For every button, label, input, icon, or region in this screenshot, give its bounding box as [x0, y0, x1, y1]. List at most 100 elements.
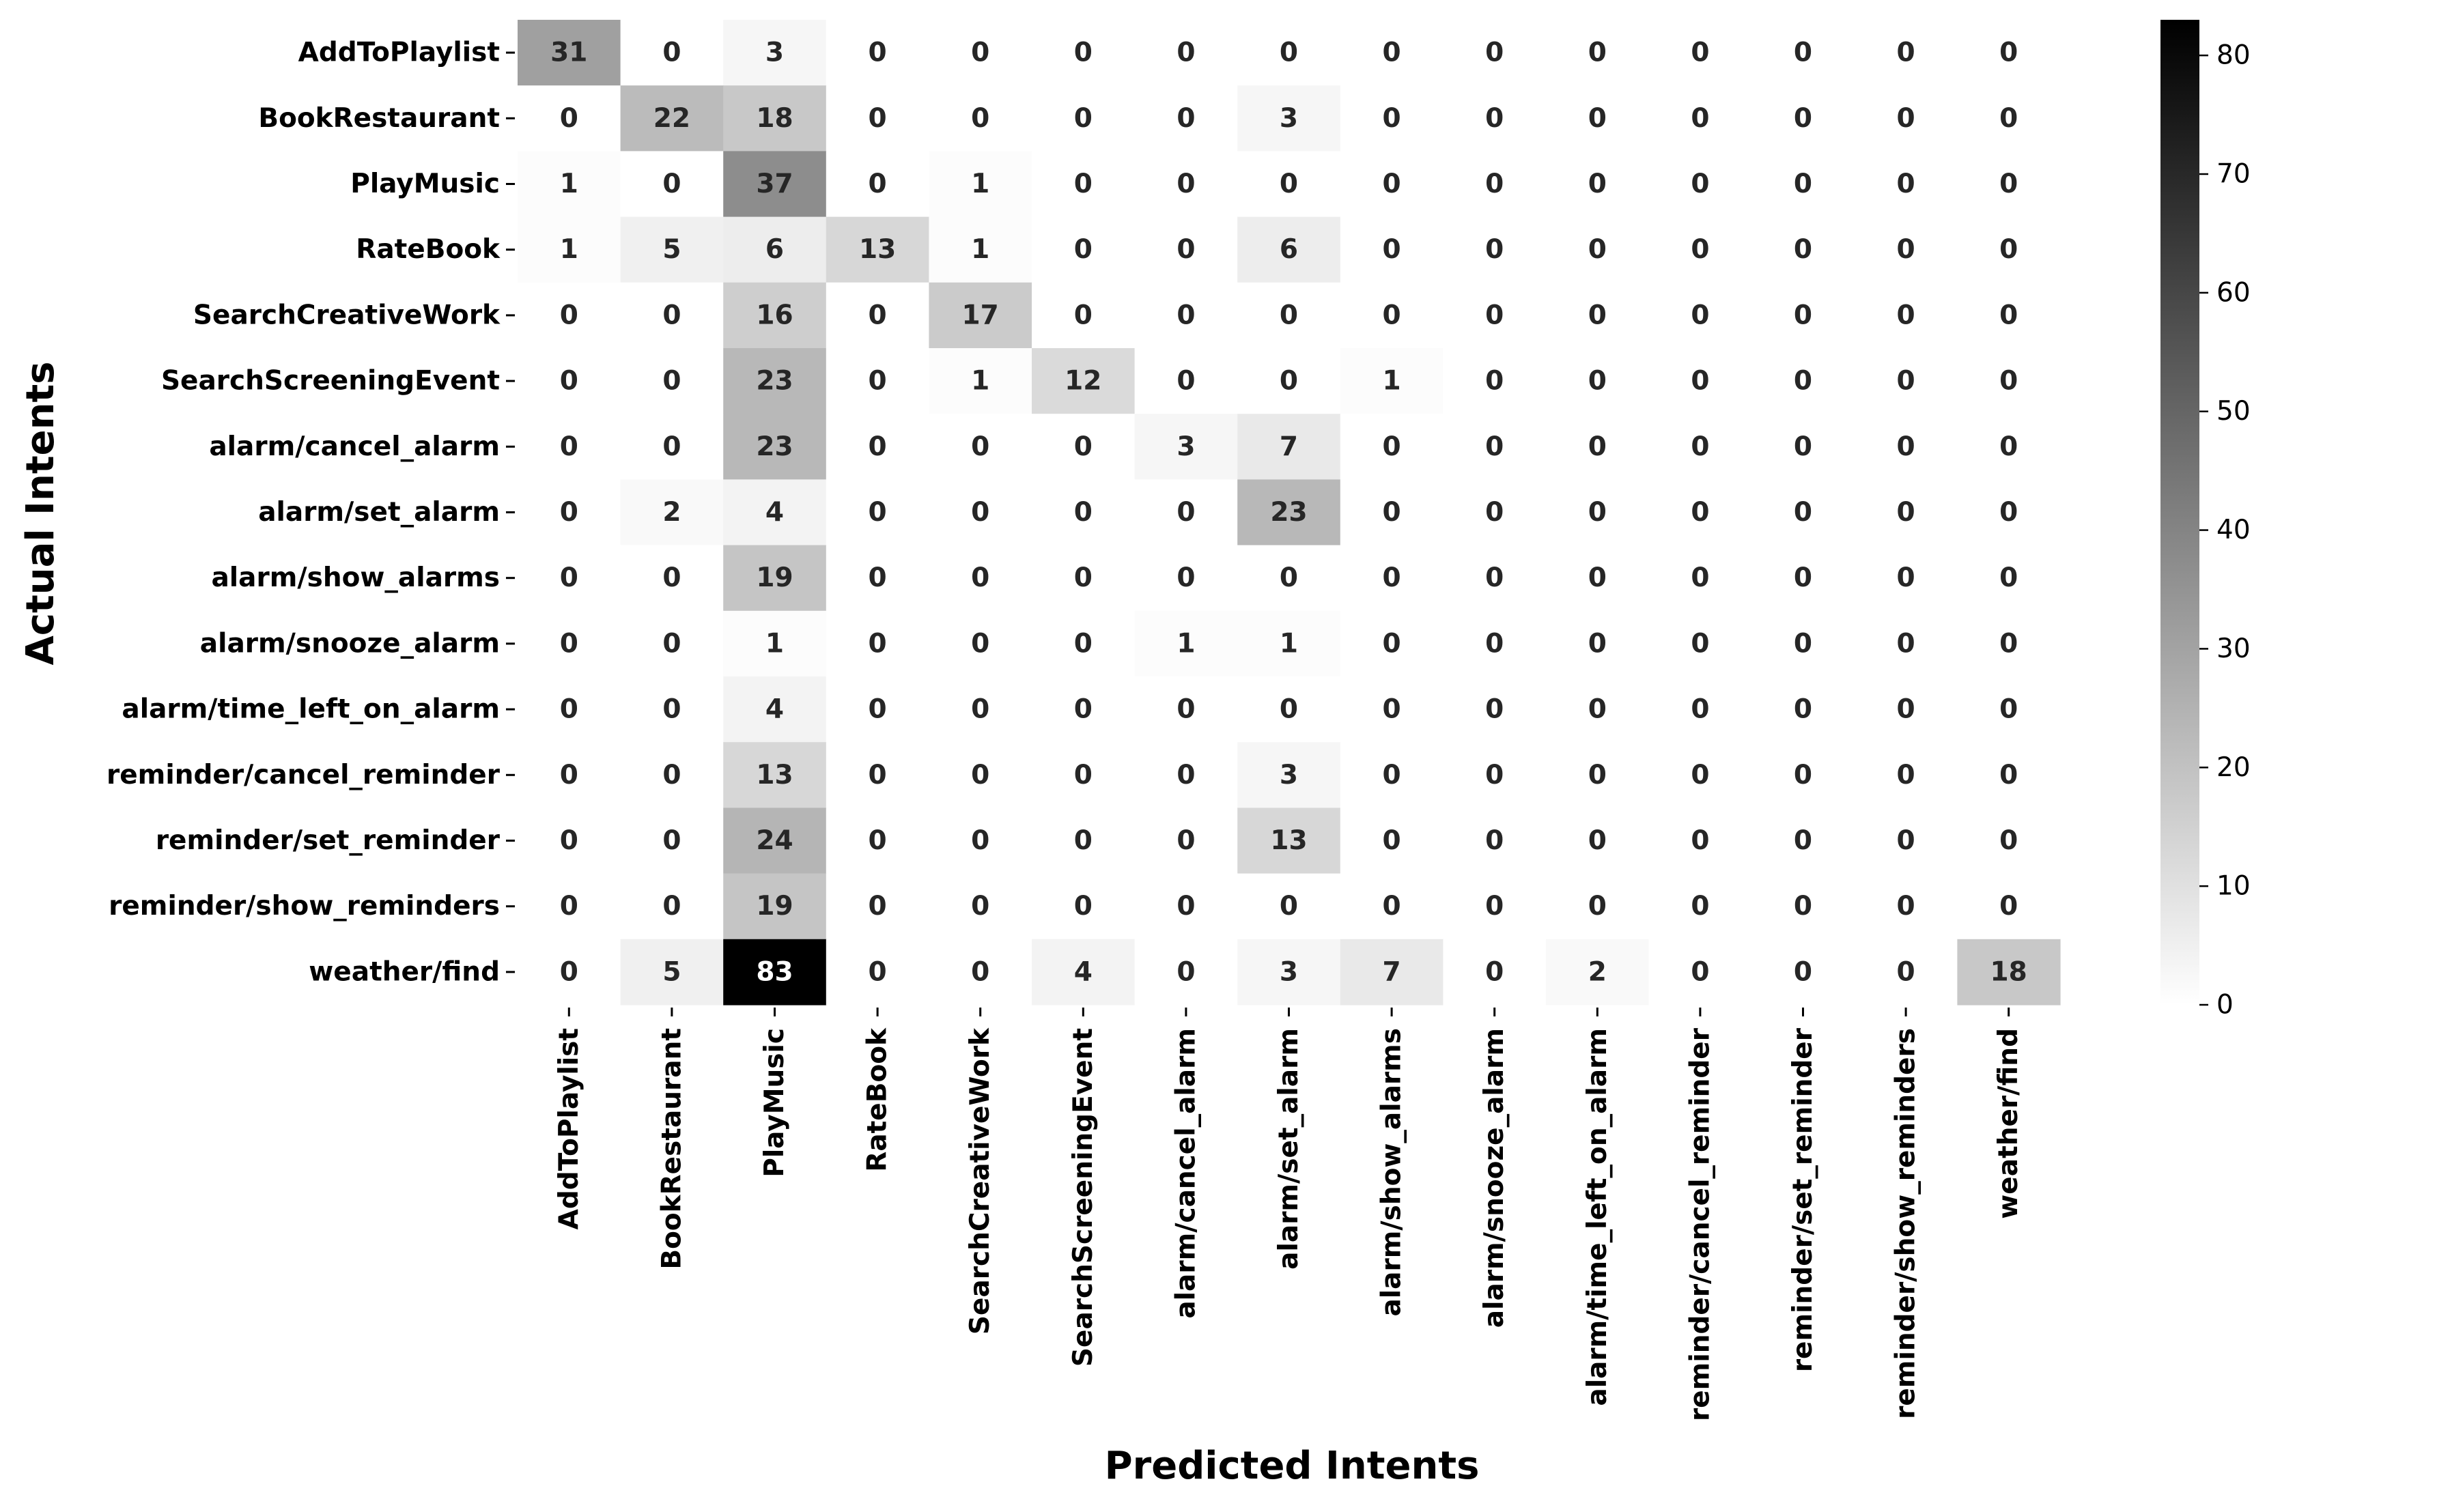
cell-value-label: 0: [1691, 366, 1709, 397]
cell-value-label: 0: [1177, 169, 1195, 199]
heatmap-cell: [1134, 742, 1238, 808]
heatmap-cell: [1134, 151, 1238, 218]
x-tick-label: RateBook: [862, 1027, 893, 1172]
heatmap-cell: [929, 479, 1032, 546]
cell-value-label: 0: [1383, 103, 1401, 134]
heatmap-cell: [1854, 610, 1958, 677]
heatmap-cell: [620, 20, 724, 86]
cell-value-label: 0: [1691, 891, 1709, 922]
heatmap-cell: [1134, 610, 1238, 677]
heatmap-cell: [1546, 610, 1650, 677]
cell-value-label: 0: [1999, 300, 2018, 330]
heatmap-cell: [929, 808, 1032, 874]
heatmap-cell: [1751, 151, 1855, 218]
colorbar-gradient: [2160, 20, 2199, 1005]
cell-value-label: 0: [1280, 891, 1298, 922]
cell-value-label: 4: [765, 497, 784, 528]
cell-value-label: 24: [756, 825, 793, 856]
cell-value-label: 0: [1897, 234, 1915, 265]
cell-value-label: 13: [859, 234, 896, 265]
heatmap-cell: [723, 348, 827, 414]
heatmap-cell: [518, 216, 621, 283]
cell-value-label: 83: [756, 956, 793, 987]
heatmap-cell: [1134, 545, 1238, 612]
cell-value-label: 0: [662, 628, 681, 659]
heatmap-cell: [1648, 676, 1752, 743]
cell-value-label: 0: [1485, 628, 1504, 659]
heatmap-cell: [518, 742, 621, 808]
y-tick-label: reminder/show_reminders: [109, 891, 500, 922]
heatmap-cell: [1237, 479, 1341, 546]
y-axis-ticks: AddToPlaylist BookRestaurant PlayMusic Rate…: [107, 38, 515, 987]
y-tick-label: BookRestaurant: [258, 103, 500, 134]
y-tick-label: SearchScreeningEvent: [161, 366, 500, 397]
heatmap-cell: [1957, 282, 2061, 349]
colorbar-tick-label: 60: [2216, 277, 2251, 308]
heatmap-cell: [929, 939, 1032, 1005]
cell-value-label: 0: [1074, 891, 1093, 922]
cell-value-label: 0: [1588, 234, 1607, 265]
heatmap-cell: [620, 414, 724, 480]
cell-value-label: 0: [1588, 366, 1607, 397]
heatmap-cell: [620, 939, 724, 1005]
heatmap-cell: [1854, 216, 1958, 283]
cell-value-label: 3: [765, 38, 784, 68]
cell-value-label: 0: [869, 891, 887, 922]
cell-value-label: 0: [1383, 431, 1401, 462]
heatmap-cell: [1957, 348, 2061, 414]
heatmap-cell: [1648, 85, 1752, 152]
heatmap-cell: [1957, 676, 2061, 743]
heatmap-cell: [1648, 873, 1752, 940]
heatmap-cell: [1751, 676, 1855, 743]
heatmap-cell: [1032, 545, 1136, 612]
cell-value-label: 0: [1383, 891, 1401, 922]
heatmap-cell: [1340, 414, 1444, 480]
cell-value-label: 0: [1794, 956, 1812, 987]
heatmap-cell: [1134, 808, 1238, 874]
heatmap-cell: [1340, 808, 1444, 874]
heatmap-cell: [1237, 348, 1341, 414]
heatmap-cell: [1032, 85, 1136, 152]
cell-value-label: 0: [1588, 825, 1607, 856]
heatmap-cell: [723, 610, 827, 677]
cell-value-label: 0: [1999, 562, 2018, 593]
heatmap-cell: [1443, 545, 1547, 612]
heatmap-cell: [1237, 742, 1341, 808]
x-tick-label: AddToPlaylist: [554, 1028, 585, 1229]
cell-value-label: 0: [1897, 169, 1915, 199]
cell-value-label: 0: [1485, 103, 1504, 134]
colorbar-tick-label: 10: [2216, 871, 2251, 902]
heatmap-cell: [1854, 676, 1958, 743]
cell-value-label: 0: [1691, 760, 1709, 790]
cell-value-label: 0: [1383, 300, 1401, 330]
heatmap-cell: [1134, 20, 1238, 86]
heatmap-cell: [1751, 545, 1855, 612]
heatmap-cell: [1751, 348, 1855, 414]
heatmap-cell: [620, 282, 724, 349]
heatmap-cell: [1443, 742, 1547, 808]
heatmap-cell: [518, 610, 621, 677]
heatmap-cell: [1340, 939, 1444, 1005]
heatmap-cell: [826, 939, 929, 1005]
cell-value-label: 0: [1794, 300, 1812, 330]
heatmap-cell: [1648, 151, 1752, 218]
colorbar-tick-label: 0: [2216, 990, 2234, 1021]
heatmap-cell: [723, 151, 827, 218]
heatmap-cell: [1443, 85, 1547, 152]
cell-value-label: 0: [1485, 366, 1504, 397]
heatmap-cell: [1134, 873, 1238, 940]
heatmap-cell: [1751, 808, 1855, 874]
cell-value-label: 0: [1999, 891, 2018, 922]
cell-value-label: 0: [1999, 694, 2018, 725]
heatmap-cell: [1546, 676, 1650, 743]
cell-value-label: 16: [756, 300, 793, 330]
cell-value-label: 0: [1383, 825, 1401, 856]
cell-value-label: 0: [869, 103, 887, 134]
cell-value-label: 0: [662, 169, 681, 199]
cell-value-label: 0: [1485, 956, 1504, 987]
cell-value-label: 0: [1280, 300, 1298, 330]
heatmap-cell: [1134, 216, 1238, 283]
heatmap-cell: [620, 479, 724, 546]
cell-value-label: 0: [1794, 825, 1812, 856]
cell-value-label: 0: [1485, 760, 1504, 790]
